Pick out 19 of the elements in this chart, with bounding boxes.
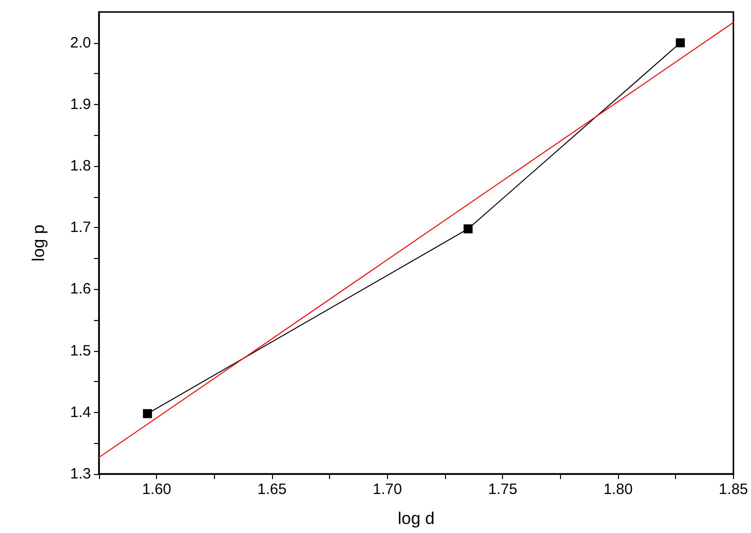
y-tick-label: 1.6: [70, 280, 91, 298]
y-tick-label: 1.9: [70, 96, 91, 113]
point: [676, 38, 685, 48]
x-tick-label: 1.80: [603, 481, 633, 498]
point: [142, 409, 152, 418]
x-tick-label: 1.65: [257, 481, 287, 498]
point: [464, 224, 473, 234]
y-tick-label: 2.0: [70, 34, 91, 52]
x-tick-label: 1.85: [718, 481, 748, 498]
x-tick-label: 1.75: [488, 481, 518, 498]
y-axis-title: log p: [29, 224, 48, 262]
y-tick-label: 1.5: [70, 342, 91, 360]
y-tick-label: 1.7: [70, 219, 91, 236]
x-tick-label: 1.70: [372, 481, 402, 498]
y-tick-label: 1.3: [70, 466, 91, 482]
y-tick-label: 1.4: [70, 404, 91, 421]
y-tick-label: 1.8: [70, 158, 91, 174]
x-axis-title: log d: [398, 509, 435, 528]
x-tick-label: 1.60: [142, 481, 172, 498]
